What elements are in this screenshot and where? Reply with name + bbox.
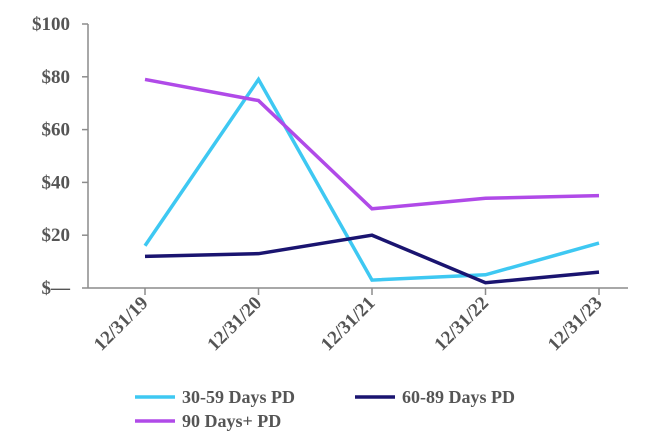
legend-label: 90 Days+ PD (182, 411, 281, 431)
legend-label: 60-89 Days PD (402, 387, 515, 407)
x-tick-label: 12/31/19 (90, 293, 153, 356)
x-tick-label: 12/31/22 (430, 293, 493, 356)
x-tick-label: 12/31/23 (544, 293, 607, 356)
y-tick-label: $60 (42, 120, 71, 141)
y-tick-label: $80 (42, 67, 71, 88)
x-tick-label: 12/31/20 (203, 293, 266, 356)
x-tick-label: 12/31/21 (317, 293, 380, 356)
y-tick-label: $— (42, 278, 72, 299)
axes (87, 24, 628, 289)
y-axis-ticks: $— $20 $40 $60 $80 $100 (32, 14, 88, 299)
y-tick-label: $20 (42, 225, 71, 246)
legend: 30-59 Days PD 60-89 Days PD 90 Days+ PD (135, 387, 515, 431)
series-line-60-89-days-pd (144, 233, 600, 285)
y-tick-label: $40 (42, 172, 71, 193)
series-line-30-59-days-pd (143, 76, 600, 282)
y-tick-label: $100 (32, 14, 70, 35)
legend-label: 30-59 Days PD (182, 387, 295, 407)
series-lines (143, 76, 600, 285)
x-axis-ticks: 12/31/19 12/31/20 12/31/21 12/31/22 12/31/23 (90, 288, 607, 355)
series-line-90-days-pd (144, 77, 600, 211)
